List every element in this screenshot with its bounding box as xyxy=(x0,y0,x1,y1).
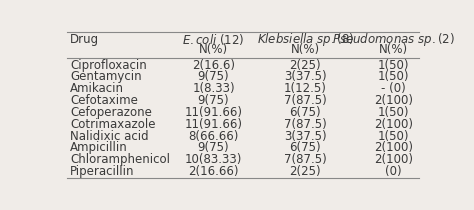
Text: 2(25): 2(25) xyxy=(290,165,321,178)
Text: Ampicillin: Ampicillin xyxy=(70,141,128,154)
Text: 8(66.66): 8(66.66) xyxy=(188,130,239,143)
Text: 9(75): 9(75) xyxy=(198,94,229,107)
Text: N(%): N(%) xyxy=(379,43,408,56)
Text: 1(50): 1(50) xyxy=(378,130,409,143)
Text: N(%): N(%) xyxy=(199,43,228,56)
Text: $\it{Pseudomonas\ sp.}$(2): $\it{Pseudomonas\ sp.}$(2) xyxy=(332,31,455,48)
Text: Nalidixic acid: Nalidixic acid xyxy=(70,130,149,143)
Text: $\it{E.coli}$ (12): $\it{E.coli}$ (12) xyxy=(182,32,245,47)
Text: Ciprofloxacin: Ciprofloxacin xyxy=(70,59,147,72)
Text: 2(16.66): 2(16.66) xyxy=(188,165,239,178)
Text: 10(83.33): 10(83.33) xyxy=(185,153,242,166)
Text: Cefoperazone: Cefoperazone xyxy=(70,106,152,119)
Text: Gentamycin: Gentamycin xyxy=(70,71,142,84)
Text: 2(25): 2(25) xyxy=(290,59,321,72)
Text: (0): (0) xyxy=(385,165,402,178)
Text: 9(75): 9(75) xyxy=(198,141,229,154)
Text: 11(91.66): 11(91.66) xyxy=(184,118,243,131)
Text: Chloramphenicol: Chloramphenicol xyxy=(70,153,170,166)
Text: 2(100): 2(100) xyxy=(374,153,413,166)
Text: 1(50): 1(50) xyxy=(378,106,409,119)
Text: Amikacin: Amikacin xyxy=(70,82,124,95)
Text: 1(50): 1(50) xyxy=(378,71,409,84)
Text: 6(75): 6(75) xyxy=(290,106,321,119)
Text: 2(100): 2(100) xyxy=(374,141,413,154)
Text: $\it{Klebsiella\ sp.}$(8): $\it{Klebsiella\ sp.}$(8) xyxy=(257,31,354,48)
Text: - (0): - (0) xyxy=(381,82,406,95)
Text: 2(16.6): 2(16.6) xyxy=(192,59,235,72)
Text: 7(87.5): 7(87.5) xyxy=(284,94,327,107)
Text: Cefotaxime: Cefotaxime xyxy=(70,94,138,107)
Text: N(%): N(%) xyxy=(291,43,320,56)
Text: 7(87.5): 7(87.5) xyxy=(284,118,327,131)
Text: 3(37.5): 3(37.5) xyxy=(284,71,327,84)
Text: 11(91.66): 11(91.66) xyxy=(184,106,243,119)
Text: Piperacillin: Piperacillin xyxy=(70,165,135,178)
Text: 1(8.33): 1(8.33) xyxy=(192,82,235,95)
Text: 1(50): 1(50) xyxy=(378,59,409,72)
Text: 7(87.5): 7(87.5) xyxy=(284,153,327,166)
Text: 2(100): 2(100) xyxy=(374,94,413,107)
Text: Cotrimaxazole: Cotrimaxazole xyxy=(70,118,156,131)
Text: 1(12.5): 1(12.5) xyxy=(284,82,327,95)
Text: Drug: Drug xyxy=(70,33,100,46)
Text: 2(100): 2(100) xyxy=(374,118,413,131)
Text: 6(75): 6(75) xyxy=(290,141,321,154)
Text: 3(37.5): 3(37.5) xyxy=(284,130,327,143)
Text: 9(75): 9(75) xyxy=(198,71,229,84)
